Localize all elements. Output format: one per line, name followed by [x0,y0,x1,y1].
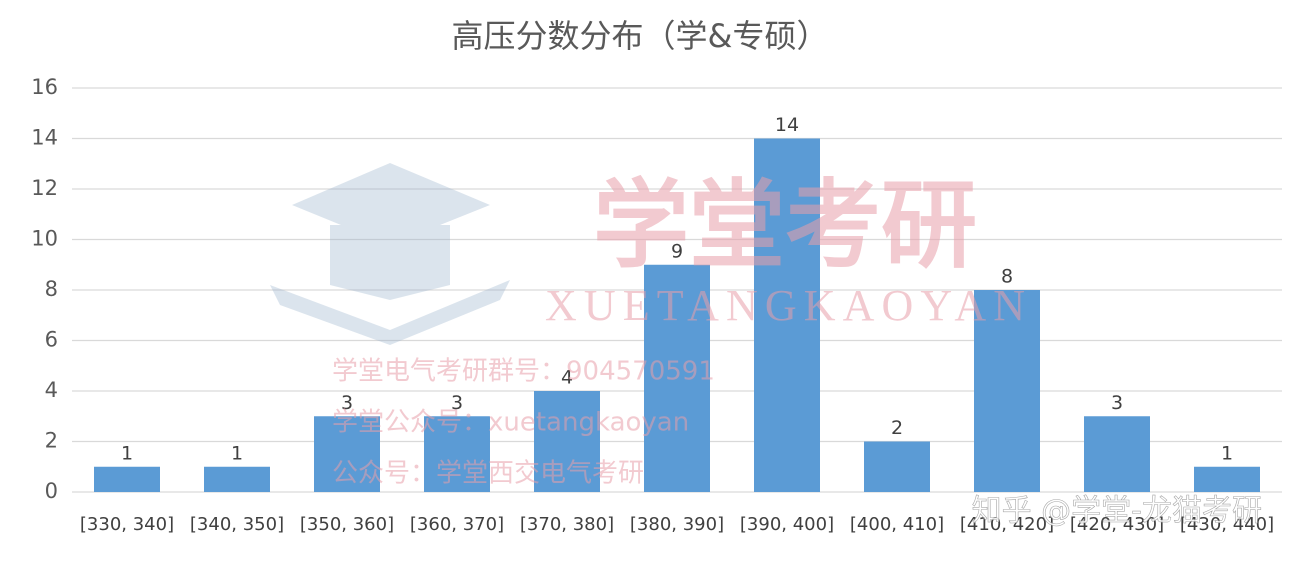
x-tick-label: [340, 350] [190,514,284,535]
y-tick-label: 14 [31,126,58,150]
x-tick-label: [380, 390] [630,514,724,535]
x-tick-label: [350, 360] [300,514,394,535]
y-tick-label: 6 [45,328,58,352]
bar [644,264,710,492]
watermark-logo: 学堂考研 [593,169,977,281]
cap-book [270,280,510,345]
y-tick-label: 16 [31,75,58,99]
watermark-line: 学堂公众号：xuetangkaoyan [332,408,689,438]
bar [204,466,270,492]
data-label: 14 [775,114,799,136]
x-tick-label: [390, 400] [740,514,834,535]
bar [864,441,930,492]
y-tick-label: 10 [31,227,58,251]
x-tick-label: [370, 380] [520,514,614,535]
x-tick-label: [430, 440] [1180,514,1274,535]
y-tick-label: 8 [45,277,58,301]
bar [314,416,380,492]
chart-title: 高压分数分布（学&专硕） [452,17,829,55]
bar [754,138,820,492]
watermark-line: 学堂电气考研群号：904570591 [332,357,715,387]
watermark-cap [270,163,510,345]
data-label: 9 [671,240,683,262]
data-label: 3 [341,392,353,414]
cap-top [292,163,490,245]
bar [424,416,490,492]
x-tick-label: [400, 410] [850,514,944,535]
cap-body [330,225,450,300]
data-label: 1 [1221,442,1233,464]
x-tick-label: [410, 420] [960,514,1054,535]
bar [1194,466,1260,492]
bar [974,290,1040,492]
bar [534,391,600,492]
bars: 1 1 3 3 4 9 14 2 8 3 1 [94,114,1260,492]
bar [1084,416,1150,492]
watermark-zhihu: 知乎 @学堂-龙猫考研 [972,494,1262,529]
y-tick-label: 0 [45,479,58,503]
data-label: 1 [121,442,133,464]
data-label: 8 [1001,266,1013,288]
watermark-logo-latin: XUETANGKAOYAN [545,281,1025,330]
data-label: 2 [891,417,903,439]
y-tick-label: 12 [31,176,58,200]
x-tick-label: [330, 340] [80,514,174,535]
data-label: 1 [231,442,243,464]
data-label: 4 [561,367,573,389]
y-tick-label: 2 [45,429,58,453]
y-tick-label: 4 [45,378,58,402]
x-tick-label: [420, 430] [1070,514,1164,535]
watermark-line: 公众号：学堂西交电气考研 [332,459,644,489]
x-tick-label: [360, 370] [410,514,504,535]
bar [94,466,160,492]
data-label: 3 [451,392,463,414]
data-label: 3 [1111,392,1123,414]
